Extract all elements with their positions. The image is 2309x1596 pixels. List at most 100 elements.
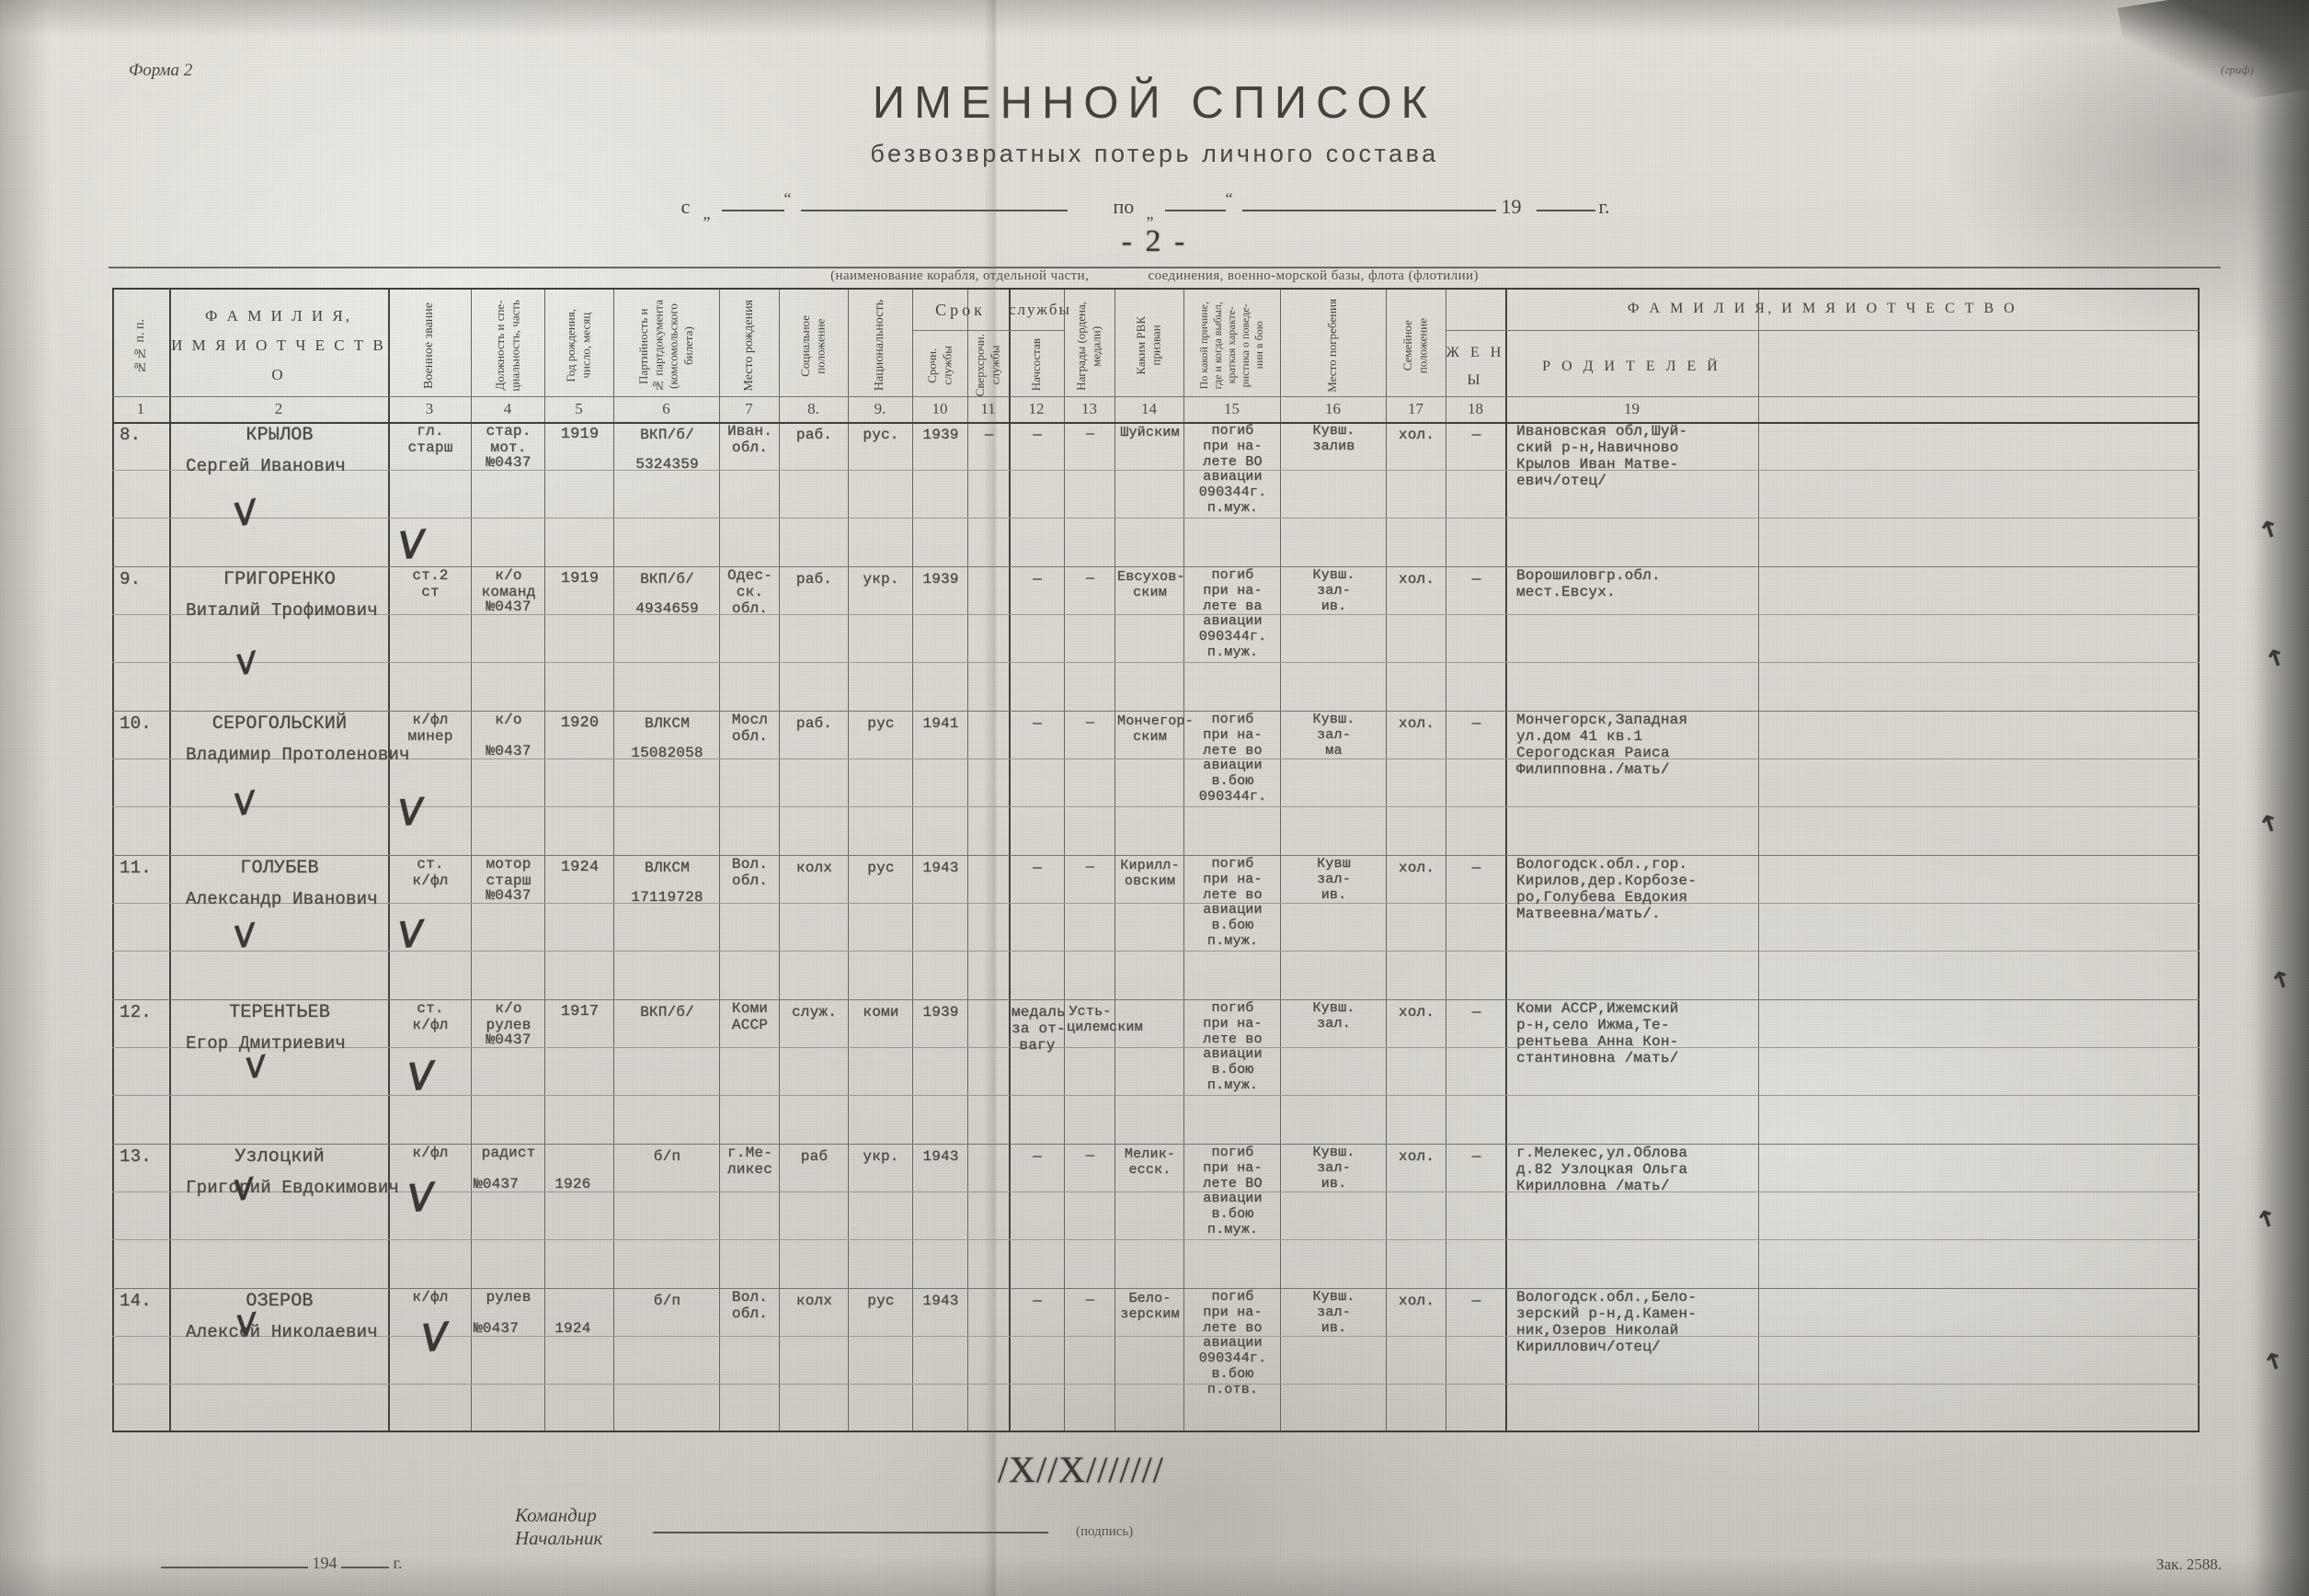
row-term-extended: —: [984, 427, 994, 443]
row-family-status: хол.: [1398, 571, 1435, 587]
row-social-status: раб.: [795, 427, 833, 443]
form-caption: (наименование корабля, отдельной части, …: [0, 268, 2309, 284]
caption-right-text: соединения, военно-морской базы, флота (…: [1148, 268, 1479, 283]
row-surname: ГРИГОРЕНКО: [223, 569, 337, 590]
row-birth-place: Коми АССР: [731, 1000, 769, 1033]
column-header-label: Ж Е Н Ы: [1446, 344, 1505, 388]
row-awards: —: [1085, 427, 1095, 442]
row-party: б/п: [653, 1293, 681, 1309]
column-number-16: 16: [1325, 400, 1341, 417]
table-column-divider: [613, 288, 614, 1432]
row-party-number: 4934659: [635, 600, 699, 617]
month-blank-to: [1241, 197, 1496, 211]
column-number-8: 8.: [807, 400, 819, 417]
row-number: 13.: [120, 1146, 152, 1167]
row-term-of-service: 1939: [922, 571, 959, 587]
table-row-divider: [112, 758, 2200, 759]
row-birth-year: 1920: [560, 714, 600, 732]
table-row-divider: [112, 288, 2200, 290]
row-nationality: рус: [867, 715, 895, 732]
row-burial-place: Кувш. зал- ив.: [1312, 1145, 1355, 1191]
row-rank: ст.2 ст: [412, 567, 449, 600]
row-unit: №0437: [486, 598, 532, 615]
row-surname: СЕРОГОЛЬСКИЙ: [211, 713, 348, 735]
row-cause-of-death: погиб при на- лете во авиации в.бою п.му…: [1203, 856, 1263, 949]
row-social-status: раб.: [795, 571, 833, 587]
row-party: ВКП/б/: [640, 571, 694, 587]
column-header-11: Сверхсрочн. службы: [967, 334, 1009, 396]
group-header-familiya: Ф А М И Л И Я, И М Я И О Т Ч Е С Т В О: [1627, 301, 2018, 316]
row-burial-place: Кувш. залив: [1312, 423, 1355, 454]
row-party-number: 5324359: [635, 456, 699, 473]
column-header-9: Национальность: [848, 295, 912, 396]
row-family-status: хол.: [1398, 1293, 1435, 1309]
date-range-line: с „ “ по „ “ 19 г.: [0, 189, 2309, 232]
signature-block: Командир Начальник (подпись): [515, 1504, 1133, 1550]
row-burial-place: Кувш. зал- ма: [1312, 712, 1355, 758]
column-header-6: Партийность и № партдокумента (комсомольск…: [613, 295, 719, 396]
row-wife: —: [1471, 860, 1481, 876]
row-wife: —: [1471, 715, 1481, 732]
column-header-label: Сверхсрочн. службы: [973, 333, 1002, 397]
row-burial-place: Кувш. зал- ив.: [1312, 1289, 1355, 1336]
column-number-6: 6: [662, 400, 670, 417]
row-wife: —: [1471, 571, 1481, 587]
row-rvk: Шуйским: [1120, 425, 1180, 440]
column-number-18: 18: [1468, 400, 1483, 417]
year-prefix: 19: [1501, 195, 1522, 218]
column-header-4: Должность и спе-циальность, часть: [471, 295, 544, 396]
row-rank: к/фл: [412, 1145, 449, 1161]
tally-marks: /X//X///////: [998, 1449, 1164, 1490]
row-post: радист: [481, 1145, 536, 1161]
table-column-divider: [912, 288, 913, 1432]
row-parents: Мончегорск,Западная ул.дом 41 кв.1 Серог…: [1516, 712, 1688, 778]
row-rvk: Мончегор- ским: [1117, 713, 1194, 745]
row-birth-place: Вол. обл.: [731, 856, 769, 889]
row-term-of-service: 1943: [922, 860, 959, 876]
column-number-14: 14: [1141, 400, 1157, 417]
column-header-10: Срочн. службы: [912, 334, 967, 396]
row-rank: гл. старш: [407, 423, 453, 456]
row-awards: —: [1085, 1148, 1095, 1164]
row-nachsostav: —: [1033, 1293, 1042, 1309]
row-nachsostav: —: [1033, 427, 1042, 443]
table-row-divider: [112, 951, 2200, 952]
column-number-1: 1: [136, 400, 145, 417]
table-row-divider: [112, 1191, 2200, 1192]
row-awards: —: [1085, 571, 1095, 587]
row-nachsostav: —: [1033, 571, 1042, 587]
row-unit: №0437 1926: [474, 1176, 591, 1192]
table-column-divider: [1009, 288, 1011, 1432]
column-number-10: 10: [932, 400, 948, 417]
column-header-13: Награды (ордена, медали): [1064, 295, 1114, 396]
row-social-status: раб: [800, 1148, 829, 1165]
row-birth-place: Мосл обл.: [731, 712, 769, 745]
table-row-divider: [112, 662, 2200, 663]
print-order-number: Зак. 2588.: [2155, 1556, 2222, 1573]
row-post: к/о: [495, 712, 522, 728]
table-column-divider: [1280, 288, 1281, 1432]
column-header-8: Социальное положение: [779, 295, 848, 396]
row-unit: №0437: [486, 887, 532, 904]
quote-open-to: „: [1146, 204, 1154, 222]
table-row-divider: [112, 1288, 2200, 1289]
column-header-label: Социальное положение: [798, 314, 828, 377]
row-term-of-service: 1943: [922, 1148, 959, 1165]
column-number-15: 15: [1224, 400, 1240, 417]
row-number: 12.: [120, 1002, 152, 1022]
table-row-divider: [112, 1095, 2200, 1096]
table-row-divider: [112, 999, 2200, 1000]
row-rank: к/фл: [412, 1289, 449, 1305]
column-header-label: Место погребения: [1325, 299, 1340, 393]
bottom-year-suffix: г.: [393, 1554, 403, 1572]
signature-caption: (подпись): [1076, 1524, 1134, 1539]
column-number-4: 4: [503, 400, 512, 417]
row-term-of-service: 1939: [922, 1004, 959, 1020]
row-social-status: колх: [795, 1293, 833, 1309]
row-unit: №0437 1924: [474, 1320, 591, 1337]
table-column-divider: [169, 288, 171, 1432]
column-number-7: 7: [745, 400, 753, 417]
column-header-label: Р О Д И Т Е Л Е Й: [1542, 358, 1721, 374]
row-cause-of-death: погиб при на- лете во авиации 090344г. в…: [1198, 1289, 1267, 1397]
column-header-14: Каким РВК призван: [1114, 295, 1183, 396]
